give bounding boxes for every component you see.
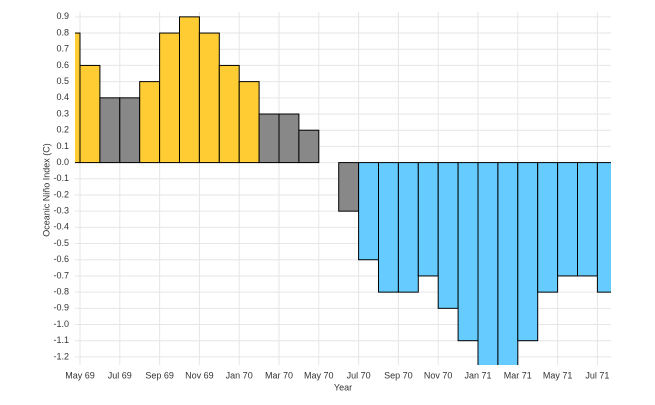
labels: 0.9 0.8 0.7 0.6 0.5 0.4 0.3 0.2 0.1 0.0 -0.1 -0.2 -0… <box>53 11 609 380</box>
y-tick-label: 0.7 <box>56 44 69 54</box>
bar <box>258 113 280 164</box>
bar <box>378 162 399 293</box>
x-tick-label: Jul 70 <box>347 370 371 380</box>
bar <box>79 64 101 164</box>
x-tick-label: Nov 69 <box>185 370 214 380</box>
y-tick-label: -0.4 <box>53 222 69 232</box>
y-tick-label: -0.6 <box>53 254 69 264</box>
y-tick-label: 0.1 <box>56 141 69 151</box>
y-tick-label: 0.0 <box>56 157 69 167</box>
y-tick-label: 0.9 <box>56 11 69 21</box>
bar <box>139 81 161 164</box>
y-tick-label: 0.4 <box>56 92 69 102</box>
y-tick-label: 0.3 <box>56 108 69 118</box>
bar <box>298 129 320 164</box>
y-tick-label: 0.6 <box>56 60 69 70</box>
bar <box>119 97 141 164</box>
bar <box>358 162 380 261</box>
y-tick-label: -0.9 <box>53 303 69 313</box>
bar <box>517 162 539 342</box>
bar <box>537 162 559 293</box>
bar <box>437 162 459 309</box>
y-tick-label: -0.2 <box>53 189 69 199</box>
y-tick-label: -1.1 <box>53 335 69 345</box>
y-tick-label: 0.8 <box>56 27 69 37</box>
y-tick-label: -0.7 <box>53 270 69 280</box>
y-axis-label: Oceanic Niño Index (C) <box>41 143 51 237</box>
x-tick-label: May 69 <box>65 370 95 380</box>
x-axis-label: Year <box>334 382 352 392</box>
x-tick-label: Mar 70 <box>265 370 293 380</box>
y-tick-label: -0.3 <box>53 206 69 216</box>
x-tick-label: Jan 71 <box>464 370 491 380</box>
bars <box>75 16 611 365</box>
x-tick-label: Mar 71 <box>504 370 532 380</box>
bar <box>417 162 439 277</box>
y-tick-label: -0.1 <box>53 173 69 183</box>
bar <box>557 162 578 277</box>
bar <box>159 32 181 164</box>
bar <box>218 64 240 164</box>
bar <box>477 162 499 365</box>
y-tick-label: -1.0 <box>53 319 69 329</box>
x-tick-label: Sep 69 <box>145 370 174 380</box>
x-tick-label: Jul 69 <box>108 370 132 380</box>
x-tick-label: May 70 <box>304 370 334 380</box>
x-tick-label: Nov 70 <box>424 370 453 380</box>
x-tick-label: Jul 71 <box>585 370 609 380</box>
bar <box>577 162 598 277</box>
bar <box>99 97 121 164</box>
y-tick-label: 0.5 <box>56 76 69 86</box>
bar <box>198 32 220 164</box>
bar <box>397 162 419 293</box>
y-tick-label: -0.5 <box>53 238 69 248</box>
bar <box>179 16 200 164</box>
x-tick-label: Sep 70 <box>384 370 413 380</box>
y-tick-label: -1.2 <box>53 351 69 361</box>
bar <box>338 162 360 212</box>
bar <box>457 162 479 342</box>
bar <box>278 113 300 164</box>
y-tick-label: -0.8 <box>53 287 69 297</box>
x-tick-label: Jan 70 <box>226 370 253 380</box>
bar <box>497 162 519 365</box>
y-tick-label: 0.2 <box>56 125 69 135</box>
x-tick-label: May 71 <box>543 370 573 380</box>
bar <box>238 81 260 164</box>
bar <box>596 162 611 293</box>
